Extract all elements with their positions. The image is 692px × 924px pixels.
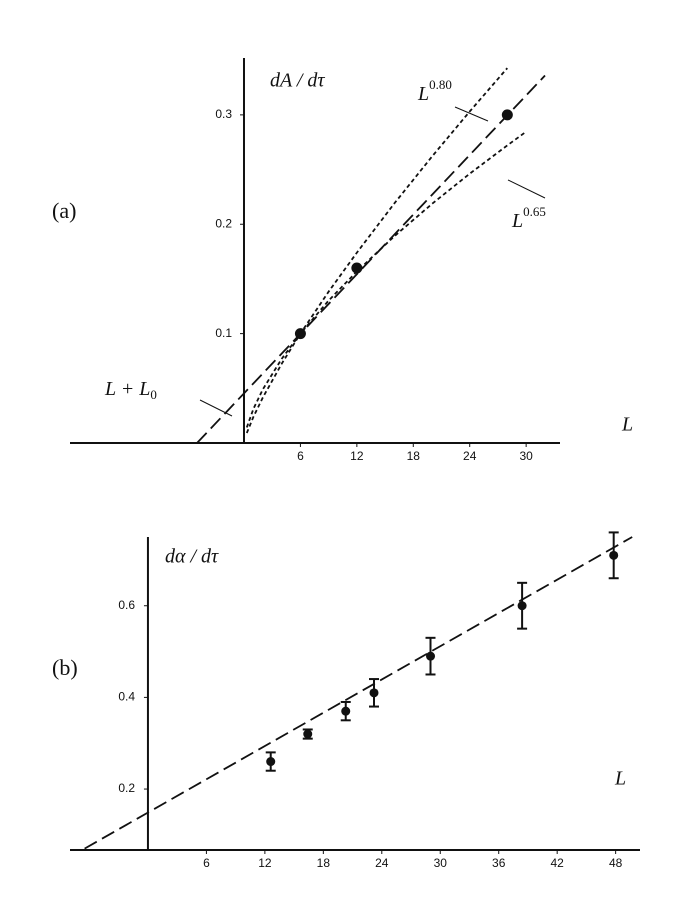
- data-point: [294, 328, 306, 340]
- data-point: [609, 550, 619, 560]
- curve-label: L0.65: [511, 204, 546, 232]
- panel-label: (b): [52, 655, 78, 680]
- fit-line: [245, 130, 527, 428]
- data-point: [303, 729, 313, 739]
- x-tick-label: 6: [297, 449, 304, 463]
- x-tick-label: 12: [350, 449, 364, 463]
- y-tick-label: 0.2: [118, 781, 135, 795]
- data-point: [351, 262, 363, 274]
- data-point: [517, 601, 527, 611]
- curve-label-sup: 0.80: [429, 77, 452, 92]
- leader-line: [199, 399, 233, 417]
- curve-label: L0.80: [417, 77, 452, 105]
- panel-label: (a): [52, 198, 76, 223]
- y-tick-label: 0.4: [118, 690, 135, 704]
- leader-line: [507, 179, 546, 199]
- curve-label-base: L: [511, 210, 523, 232]
- curve-label-base: L + L: [104, 378, 150, 400]
- x-tick-label: 6: [203, 856, 210, 870]
- x-tick-label: 30: [434, 856, 448, 870]
- curve-label-sup: 0.65: [523, 204, 546, 219]
- y-tick-label: 0.1: [215, 326, 232, 340]
- y-tick-label: 0.2: [215, 216, 232, 230]
- x-tick-label: 42: [550, 856, 564, 870]
- x-tick-label: 12: [258, 856, 272, 870]
- curve-label: L + L0: [104, 378, 157, 402]
- x-tick-label: 48: [609, 856, 623, 870]
- x-tick-label: 18: [407, 449, 421, 463]
- x-axis-label: L: [621, 414, 633, 436]
- data-point: [426, 651, 436, 661]
- data-point: [369, 688, 379, 698]
- curve-label-base: L: [417, 83, 429, 105]
- data-point: [501, 109, 513, 121]
- x-axis-label: L: [614, 768, 626, 790]
- data-point: [341, 706, 351, 716]
- curve-label-sub: 0: [150, 387, 157, 402]
- x-tick-label: 18: [317, 856, 331, 870]
- y-tick-label: 0.6: [118, 598, 135, 612]
- fit-line: [245, 67, 508, 434]
- x-tick-label: 24: [375, 856, 389, 870]
- x-tick-label: 36: [492, 856, 506, 870]
- y-axis-label: dA / dτ: [270, 70, 325, 92]
- y-axis-label: dα / dτ: [165, 546, 219, 568]
- data-point: [266, 757, 276, 767]
- fit-line: [84, 536, 633, 850]
- leader-line: [454, 106, 489, 122]
- x-tick-label: 24: [463, 449, 477, 463]
- y-tick-label: 0.3: [215, 107, 232, 121]
- x-tick-label: 30: [519, 449, 533, 463]
